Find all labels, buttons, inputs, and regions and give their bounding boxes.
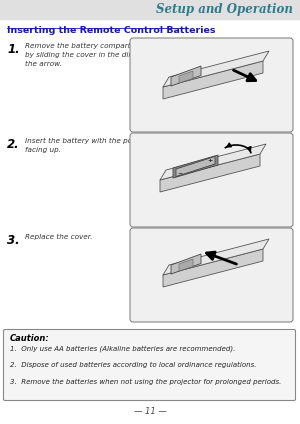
FancyBboxPatch shape (130, 38, 293, 132)
Text: Replace the cover.: Replace the cover. (25, 234, 92, 240)
Text: 3.  Remove the batteries when not using the projector for prolonged periods.: 3. Remove the batteries when not using t… (10, 379, 281, 385)
Bar (0, 0, 300, 19)
Text: 3.: 3. (7, 234, 20, 247)
Text: 1.  Only use AA batteries (Alkaline batteries are recommended).: 1. Only use AA batteries (Alkaline batte… (10, 345, 236, 351)
Text: Setup and Operation: Setup and Operation (156, 3, 293, 17)
FancyBboxPatch shape (130, 133, 293, 227)
Polygon shape (179, 71, 193, 83)
Polygon shape (176, 156, 215, 176)
Text: 2.: 2. (7, 138, 20, 151)
Polygon shape (163, 249, 263, 287)
Polygon shape (163, 61, 263, 99)
Text: Inserting the Remote Control Batteries: Inserting the Remote Control Batteries (7, 26, 215, 35)
Polygon shape (179, 259, 193, 271)
Polygon shape (160, 154, 260, 192)
Text: Insert the battery with the positive side
facing up.: Insert the battery with the positive sid… (25, 138, 169, 153)
Polygon shape (171, 66, 201, 86)
Text: +: + (207, 159, 213, 164)
Text: 1.: 1. (7, 43, 20, 56)
Polygon shape (163, 239, 269, 275)
Text: Caution:: Caution: (10, 334, 50, 343)
Polygon shape (173, 155, 218, 178)
Polygon shape (160, 144, 266, 180)
Text: −: − (177, 170, 183, 176)
FancyBboxPatch shape (4, 329, 296, 401)
Text: 2.  Dispose of used batteries according to local ordinance regulations.: 2. Dispose of used batteries according t… (10, 362, 256, 368)
Polygon shape (163, 51, 269, 87)
Polygon shape (171, 254, 201, 274)
FancyBboxPatch shape (130, 228, 293, 322)
Text: — 11 —: — 11 — (134, 407, 166, 416)
Text: Remove the battery compartment cover
by sliding the cover in the direction of
th: Remove the battery compartment cover by … (25, 43, 172, 67)
